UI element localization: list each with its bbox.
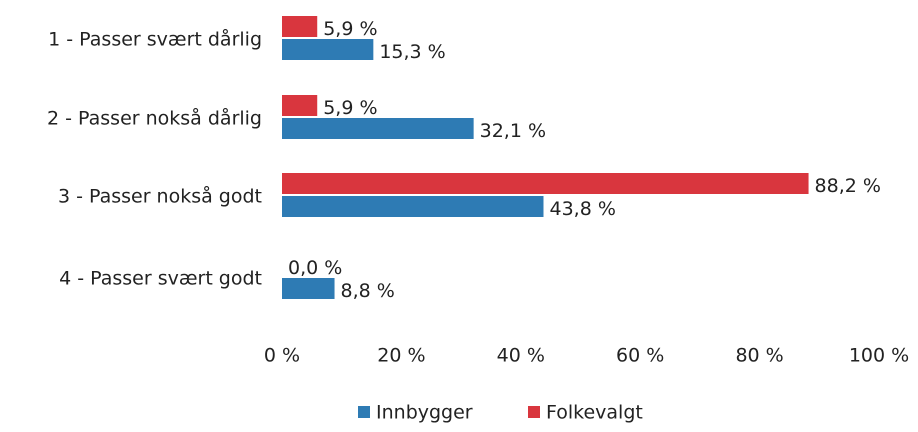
legend-label: Folkevalgt [546, 402, 643, 424]
bar [282, 173, 809, 194]
value-label: 88,2 % [815, 175, 881, 197]
x-tick-label: 60 % [616, 345, 664, 367]
value-label: 43,8 % [549, 198, 615, 220]
value-label: 0,0 % [288, 257, 342, 279]
x-tick-label: 100 % [849, 345, 909, 367]
bar [282, 196, 544, 217]
value-label: 32,1 % [480, 120, 546, 142]
category-label: 4 - Passer svært godt [59, 268, 262, 290]
category-label: 2 - Passer nokså dårlig [47, 107, 262, 130]
legend-swatch [528, 406, 540, 418]
x-tick-label: 80 % [735, 345, 783, 367]
legend-swatch [358, 406, 370, 418]
bar [282, 95, 318, 116]
category-label: 1 - Passer svært dårlig [48, 28, 262, 51]
value-label: 5,9 % [323, 97, 377, 119]
bar [282, 278, 335, 299]
x-tick-label: 0 % [264, 345, 300, 367]
bar [282, 39, 374, 60]
value-label: 5,9 % [323, 18, 377, 40]
bar [282, 118, 474, 139]
value-label: 8,8 % [341, 280, 395, 302]
category-label: 3 - Passer nokså godt [58, 185, 262, 208]
x-tick-label: 20 % [377, 345, 425, 367]
bar [282, 16, 318, 37]
value-label: 15,3 % [379, 41, 445, 63]
x-tick-label: 40 % [497, 345, 545, 367]
legend-label: Innbygger [376, 402, 473, 424]
